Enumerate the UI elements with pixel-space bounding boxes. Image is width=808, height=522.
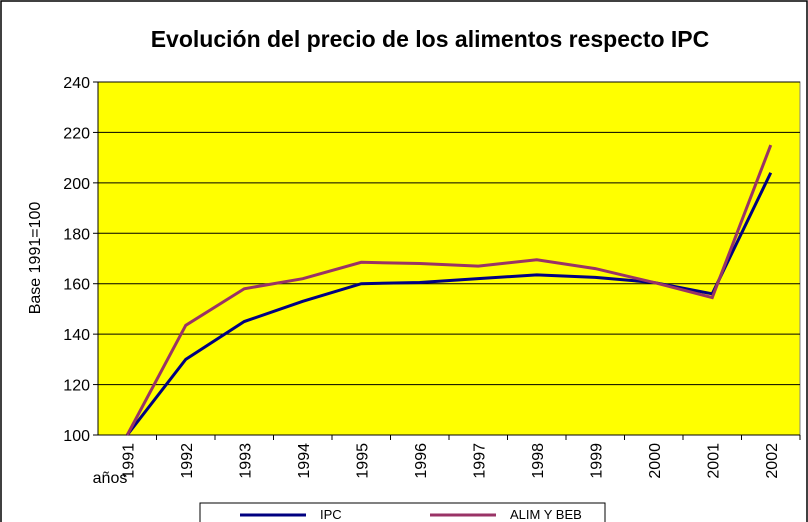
- x-tick-label: 1995: [354, 443, 371, 479]
- legend-label: IPC: [320, 507, 342, 522]
- x-tick-label: 1991: [120, 443, 137, 479]
- y-tick-label: 120: [63, 378, 90, 395]
- y-tick-label: 200: [63, 176, 90, 193]
- x-tick-label: 1994: [296, 443, 313, 479]
- y-tick-label: 160: [63, 277, 90, 294]
- x-tick-label: 1997: [471, 443, 488, 479]
- x-tick-label: 2000: [647, 443, 664, 479]
- legend-box: [199, 502, 606, 522]
- plot-area: [97, 81, 801, 436]
- x-tick-label: 1993: [237, 443, 254, 479]
- x-tick-label: 2002: [764, 443, 781, 479]
- legend-label: ALIM Y BEB: [510, 507, 582, 522]
- y-tick-label: 100: [63, 428, 90, 445]
- series-line: [125, 144, 773, 436]
- x-tick-label: 1998: [530, 443, 547, 479]
- y-axis-label: Base 1991=100: [27, 202, 44, 315]
- x-tick-label: 1996: [413, 443, 430, 479]
- x-tick-label: 1999: [588, 443, 605, 479]
- y-tick-label: 140: [63, 327, 90, 344]
- x-tick-label: 2001: [705, 443, 722, 479]
- y-tick-label: 180: [63, 226, 90, 243]
- x-tick-label: 1992: [179, 443, 196, 479]
- y-tick-label: 240: [63, 75, 90, 92]
- x-axis-label: años: [93, 470, 128, 487]
- y-tick-label: 220: [63, 125, 90, 142]
- chart-title: Evolución del precio de los alimentos re…: [151, 26, 710, 52]
